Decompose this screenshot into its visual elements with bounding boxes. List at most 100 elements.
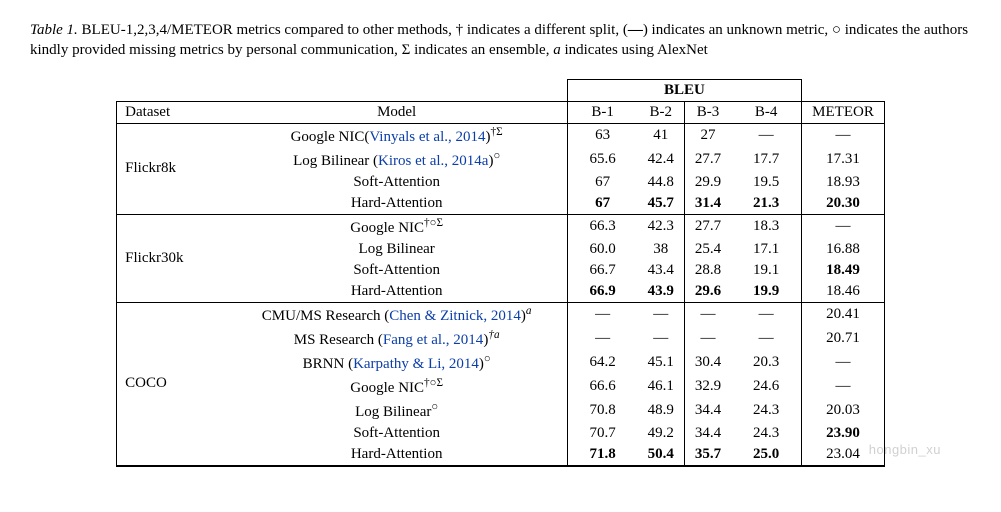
metric-cell-meteor: 20.71 [802,327,885,351]
metric-cell-b2: 42.3 [638,214,685,239]
metric-cell-b4: 19.5 [731,172,802,193]
metric-cell-b2: 45.7 [638,193,685,215]
metric-cell-b3: — [684,302,731,327]
citation: Chen & Zitnick, 2014 [389,308,521,324]
table-row: Log Bilinear○70.848.934.424.320.03 [117,399,885,423]
metric-cell-b1: — [567,327,638,351]
metric-cell-b4: — [731,302,802,327]
col-b3: B-3 [684,101,731,123]
model-cell: Log Bilinear○ [227,399,568,423]
table-row: MS Research (Fang et al., 2014)†a————20.… [117,327,885,351]
model-cell: Hard-Attention [227,193,568,215]
metric-cell-meteor: 18.46 [802,281,885,303]
metric-cell-b1: 64.2 [567,351,638,375]
table-row: Soft-Attention70.749.234.424.323.90 [117,423,885,444]
metric-cell-b2: 41 [638,123,685,148]
model-cell: Soft-Attention [227,423,568,444]
table-row: Hard-Attention66.943.929.619.918.46 [117,281,885,303]
metric-cell-b3: — [684,327,731,351]
metric-cell-b1: 70.7 [567,423,638,444]
model-superscript: †Σ [491,126,503,138]
table-caption: Table 1. BLEU-1,2,3,4/METEOR metrics com… [30,20,971,61]
metric-cell-b3: 34.4 [684,399,731,423]
metric-cell-meteor: 18.93 [802,172,885,193]
col-b1: B-1 [567,101,638,123]
metric-cell-b4: 18.3 [731,214,802,239]
metric-cell-b1: 65.6 [567,148,638,172]
model-superscript: †a [488,329,499,341]
model-superscript: †○Σ [424,377,443,389]
metric-cell-b4: 24.3 [731,423,802,444]
metric-cell-b2: 43.9 [638,281,685,303]
metric-cell-b3: 29.9 [684,172,731,193]
col-meteor: METEOR [802,101,885,123]
model-cell: MS Research (Fang et al., 2014)†a [227,327,568,351]
metric-cell-b4: 25.0 [731,444,802,466]
metric-cell-b1: 66.3 [567,214,638,239]
metric-cell-b3: 28.8 [684,260,731,281]
metric-cell-meteor: 16.88 [802,239,885,260]
model-superscript: ○ [431,401,438,413]
table-row: COCOCMU/MS Research (Chen & Zitnick, 201… [117,302,885,327]
model-cell: Google NIC†○Σ [227,214,568,239]
metric-cell-b3: 30.4 [684,351,731,375]
metric-cell-b4: 24.6 [731,375,802,399]
caption-dash: — [628,22,643,38]
metric-cell-b2: 44.8 [638,172,685,193]
model-cell: CMU/MS Research (Chen & Zitnick, 2014)a [227,302,568,327]
metric-cell-meteor: — [802,214,885,239]
metric-cell-b3: 32.9 [684,375,731,399]
metric-cell-meteor: 20.41 [802,302,885,327]
metric-cell-b2: 43.4 [638,260,685,281]
metric-cell-b2: 49.2 [638,423,685,444]
metric-cell-b1: 70.8 [567,399,638,423]
model-cell: Log Bilinear [227,239,568,260]
metric-cell-b3: 27.7 [684,148,731,172]
metric-cell-b2: 45.1 [638,351,685,375]
dataset-cell: Flickr8k [117,123,227,214]
metric-cell-b4: 19.9 [731,281,802,303]
col-dataset: Dataset [117,101,227,123]
metric-cell-b3: 29.6 [684,281,731,303]
metric-cell-b1: 71.8 [567,444,638,466]
metric-cell-b3: 34.4 [684,423,731,444]
table-row: Hard-Attention71.850.435.725.023.04 [117,444,885,466]
metric-cell-b3: 35.7 [684,444,731,466]
model-superscript: ○ [493,150,500,162]
caption-text-1: BLEU-1,2,3,4/METEOR metrics compared to … [78,22,628,38]
metric-cell-b1: 66.9 [567,281,638,303]
model-superscript: ○ [484,353,491,365]
watermark-text: hongbin_xu [869,442,941,457]
metric-cell-meteor: — [802,351,885,375]
dataset-cell: Flickr30k [117,214,227,302]
metric-cell-b4: 17.1 [731,239,802,260]
model-superscript: a [526,305,532,317]
table-row: Google NIC†○Σ66.646.132.924.6— [117,375,885,399]
metric-cell-b1: 67 [567,172,638,193]
metric-cell-b1: 60.0 [567,239,638,260]
metric-cell-meteor: 23.90 [802,423,885,444]
caption-label: Table 1. [30,22,78,38]
metric-cell-meteor: 20.03 [802,399,885,423]
model-cell: Soft-Attention [227,172,568,193]
col-b4: B-4 [731,101,802,123]
metric-cell-b2: — [638,327,685,351]
table-row: Log Bilinear60.03825.417.116.88 [117,239,885,260]
table-row: Log Bilinear (Kiros et al., 2014a)○65.64… [117,148,885,172]
metric-cell-b3: 25.4 [684,239,731,260]
citation: Kiros et al., 2014a [378,153,488,169]
table-row: BRNN (Karpathy & Li, 2014)○64.245.130.42… [117,351,885,375]
table-row: Flickr30kGoogle NIC†○Σ66.342.327.718.3— [117,214,885,239]
table-row: Soft-Attention6744.829.919.518.93 [117,172,885,193]
model-cell: Soft-Attention [227,260,568,281]
metric-cell-b1: 67 [567,193,638,215]
metric-cell-b4: 24.3 [731,399,802,423]
bleu-title: BLEU [638,79,732,101]
metric-cell-b2: 38 [638,239,685,260]
metric-cell-meteor: — [802,123,885,148]
metric-cell-b4: — [731,123,802,148]
table-row: Hard-Attention6745.731.421.320.30 [117,193,885,215]
model-cell: Hard-Attention [227,281,568,303]
metric-cell-b4: 19.1 [731,260,802,281]
metric-cell-b1: — [567,302,638,327]
